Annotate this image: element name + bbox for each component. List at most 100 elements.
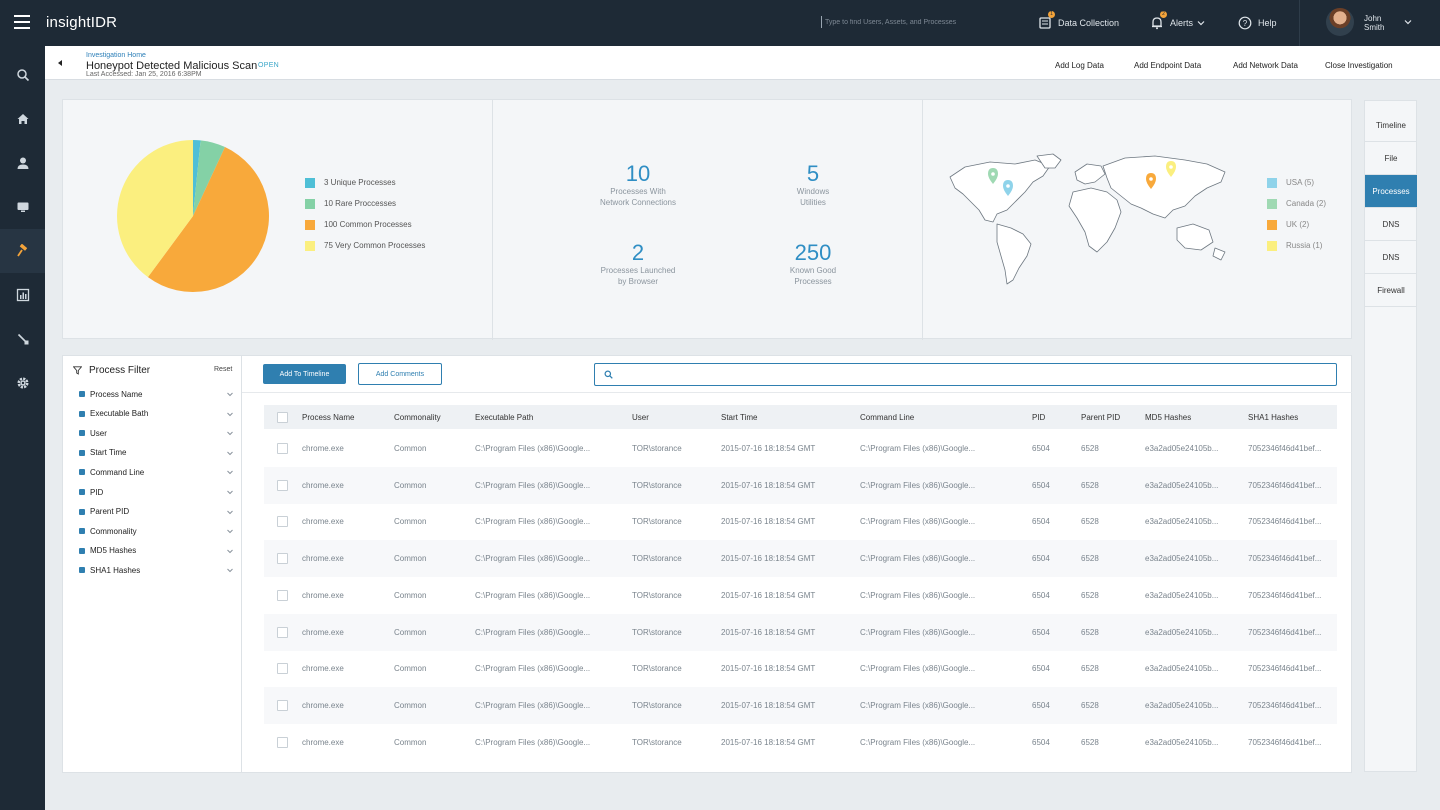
nav-home[interactable] bbox=[0, 97, 45, 141]
filter-checkbox[interactable] bbox=[79, 489, 85, 495]
close-investigation-button[interactable]: Close Investigation bbox=[1325, 61, 1393, 70]
nav-reports[interactable] bbox=[0, 273, 45, 317]
nav-assets[interactable] bbox=[0, 185, 45, 229]
nav-investigations[interactable] bbox=[0, 229, 45, 273]
row-checkbox[interactable] bbox=[277, 553, 288, 565]
global-search-input[interactable] bbox=[821, 16, 1021, 28]
table-row[interactable]: chrome.exe Common C:\Program Files (x86)\G… bbox=[264, 650, 1337, 687]
filter-item[interactable]: MD5 Hashes bbox=[79, 544, 234, 558]
table-row[interactable]: chrome.exe Common C:\Program Files (x86)\G… bbox=[264, 466, 1337, 504]
table-row[interactable]: chrome.exe Common C:\Program Files (x86)\G… bbox=[264, 686, 1337, 724]
filter-item[interactable]: Process Name bbox=[79, 387, 234, 401]
pie-slice-3[interactable] bbox=[147, 147, 270, 292]
chevron-down-icon[interactable] bbox=[226, 410, 234, 418]
nav-search[interactable] bbox=[0, 53, 45, 97]
add-endpoint-data-button[interactable]: Add Endpoint Data bbox=[1134, 61, 1202, 70]
tab-processes[interactable]: Processes bbox=[1365, 175, 1417, 208]
table-row[interactable]: chrome.exe Common C:\Program Files (x86)\G… bbox=[264, 724, 1337, 761]
row-checkbox[interactable] bbox=[277, 699, 288, 711]
chevron-down-icon[interactable] bbox=[226, 508, 234, 516]
alerts-button[interactable]: 2 Alerts bbox=[1150, 0, 1205, 46]
row-checkbox[interactable] bbox=[277, 479, 288, 491]
filter-checkbox[interactable] bbox=[79, 469, 85, 476]
row-checkbox[interactable] bbox=[277, 516, 288, 528]
chevron-down-icon[interactable] bbox=[226, 390, 234, 398]
map-pin-uk[interactable] bbox=[1146, 173, 1156, 189]
tab-dns[interactable]: DNS bbox=[1365, 208, 1417, 241]
tab-timeline[interactable]: Timeline bbox=[1365, 109, 1417, 142]
chevron-down-icon[interactable] bbox=[226, 429, 234, 437]
app-logo[interactable]: insightIDR bbox=[46, 14, 117, 31]
filter-item[interactable]: PID bbox=[79, 485, 234, 499]
filter-checkbox[interactable] bbox=[79, 528, 85, 535]
chevron-down-icon[interactable] bbox=[226, 527, 234, 535]
user-name[interactable]: John Smith bbox=[1364, 14, 1404, 32]
nav-users[interactable] bbox=[0, 141, 45, 185]
breadcrumb[interactable]: Investigation Home bbox=[86, 52, 146, 59]
row-checkbox[interactable] bbox=[277, 663, 288, 675]
column-header[interactable]: Executable Path bbox=[475, 412, 534, 422]
filter-item[interactable]: User bbox=[79, 426, 234, 440]
help-button[interactable]: ? Help bbox=[1238, 0, 1277, 46]
stat-known-good[interactable]: 250 Known Good Processes bbox=[743, 241, 883, 287]
row-checkbox[interactable] bbox=[277, 736, 288, 748]
pie-slice-1[interactable] bbox=[193, 140, 201, 216]
table-search[interactable] bbox=[594, 363, 1337, 386]
table-row[interactable]: chrome.exe Common C:\Program Files (x86)\G… bbox=[264, 430, 1337, 467]
add-network-data-button[interactable]: Add Network Data bbox=[1233, 61, 1298, 70]
chevron-down-icon[interactable] bbox=[226, 468, 234, 476]
filter-checkbox[interactable] bbox=[79, 391, 85, 397]
nav-settings[interactable] bbox=[0, 361, 45, 405]
column-header[interactable]: MD5 Hashes bbox=[1145, 412, 1192, 422]
nav-tools[interactable] bbox=[0, 317, 45, 361]
menu-icon[interactable] bbox=[14, 15, 30, 29]
add-log-data-button[interactable]: Add Log Data bbox=[1055, 61, 1104, 70]
row-checkbox[interactable] bbox=[277, 626, 288, 638]
column-header[interactable]: Command Line bbox=[860, 412, 915, 422]
map-pin-russia[interactable] bbox=[1166, 161, 1176, 177]
filter-checkbox[interactable] bbox=[79, 449, 85, 456]
column-header[interactable]: PID bbox=[1032, 412, 1046, 422]
filter-item[interactable]: Command Line bbox=[79, 465, 234, 479]
filter-checkbox[interactable] bbox=[79, 508, 85, 515]
pie-slice-4[interactable] bbox=[117, 140, 193, 278]
row-checkbox[interactable] bbox=[277, 443, 288, 454]
filter-item[interactable]: Parent PID bbox=[79, 505, 234, 519]
back-arrow-icon[interactable] bbox=[55, 58, 65, 68]
column-header[interactable]: Process Name bbox=[302, 412, 355, 422]
column-header[interactable]: Parent PID bbox=[1081, 412, 1121, 422]
user-menu-chevron-icon[interactable] bbox=[1404, 18, 1412, 26]
pie-slice-2[interactable] bbox=[193, 140, 225, 216]
filter-checkbox[interactable] bbox=[79, 430, 85, 437]
table-row[interactable]: chrome.exe Common C:\Program Files (x86)\G… bbox=[264, 540, 1337, 578]
tab-firewall[interactable]: Firewall bbox=[1365, 274, 1417, 307]
map-pin-usa[interactable] bbox=[1003, 180, 1013, 196]
stat-network-connections[interactable]: 10 Processes With Network Connections bbox=[568, 162, 708, 208]
filter-item[interactable]: Commonality bbox=[79, 524, 234, 538]
table-row[interactable]: chrome.exe Common C:\Program Files (x86)\G… bbox=[264, 503, 1337, 540]
column-header[interactable]: Start Time bbox=[721, 412, 758, 422]
column-header[interactable]: Commonality bbox=[394, 412, 441, 422]
filter-item[interactable]: Executable Bath bbox=[79, 407, 234, 421]
filter-item[interactable]: SHA1 Hashes bbox=[79, 563, 234, 577]
tab-file[interactable]: File bbox=[1365, 142, 1417, 175]
map-pin-canada[interactable] bbox=[988, 168, 998, 184]
filter-checkbox[interactable] bbox=[79, 567, 85, 574]
tab-dns-2[interactable]: DNS bbox=[1365, 241, 1417, 274]
chevron-down-icon[interactable] bbox=[226, 449, 234, 457]
table-row[interactable]: chrome.exe Common C:\Program Files (x86)\G… bbox=[264, 577, 1337, 614]
filter-item[interactable]: Start Time bbox=[79, 446, 234, 460]
filter-checkbox[interactable] bbox=[79, 547, 85, 554]
chevron-down-icon[interactable] bbox=[226, 566, 234, 574]
stat-launched-by-browser[interactable]: 2 Processes Launched by Browser bbox=[568, 241, 708, 287]
filter-reset-button[interactable]: Reset bbox=[214, 366, 233, 373]
chevron-down-icon[interactable] bbox=[226, 547, 234, 555]
column-header[interactable]: User bbox=[632, 412, 649, 422]
column-header[interactable]: SHA1 Hashes bbox=[1248, 412, 1299, 422]
data-collection-button[interactable]: 1 Data Collection bbox=[1038, 0, 1119, 46]
add-to-timeline-button[interactable]: Add To Timeline bbox=[263, 364, 346, 384]
avatar[interactable] bbox=[1326, 8, 1354, 36]
stat-windows-utilities[interactable]: 5 Windows Utilities bbox=[743, 162, 883, 208]
add-comments-button[interactable]: Add Comments bbox=[358, 363, 442, 385]
row-checkbox[interactable] bbox=[277, 589, 288, 601]
